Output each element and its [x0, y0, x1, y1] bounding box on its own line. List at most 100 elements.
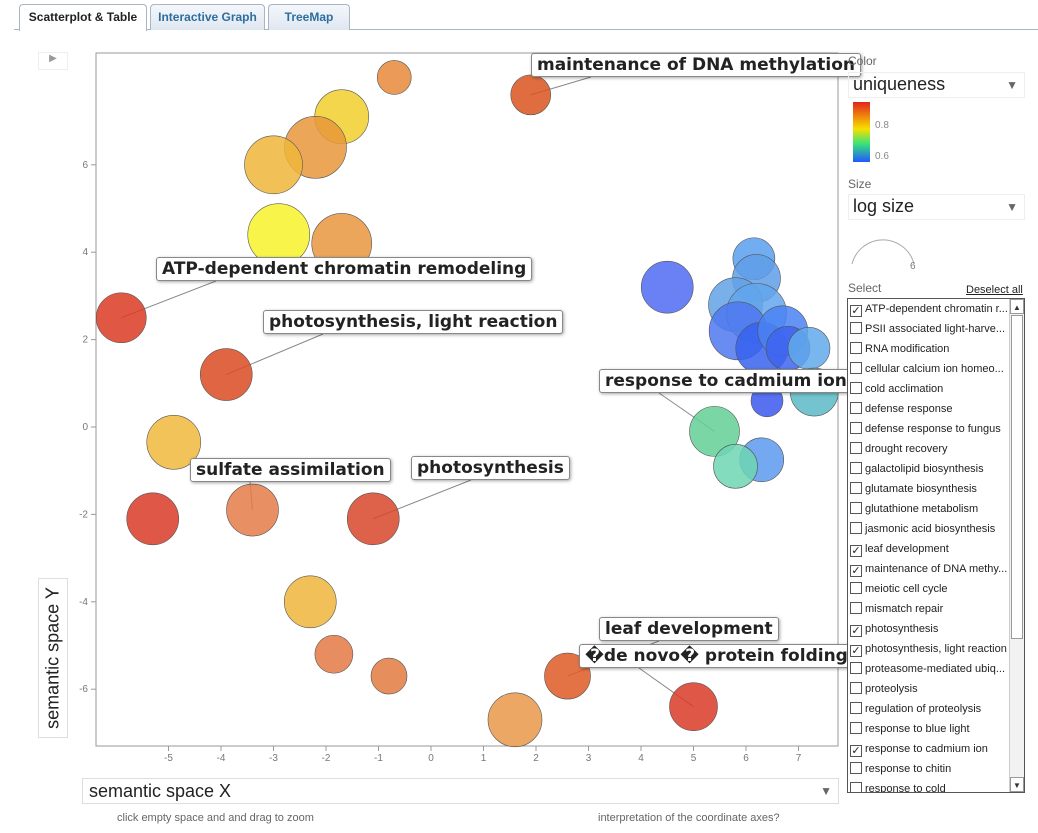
checkbox[interactable] [850, 682, 862, 694]
list-item[interactable]: response to chitin [850, 759, 1010, 779]
checkbox[interactable] [850, 722, 862, 734]
list-item[interactable]: glutathione metabolism [850, 499, 1010, 519]
checkbox[interactable] [850, 322, 862, 334]
annotation-label[interactable]: photosynthesis, light reaction [263, 310, 564, 334]
x-axis-select[interactable]: semantic space X ▼ [82, 778, 839, 804]
data-point[interactable] [283, 575, 337, 629]
data-point[interactable] [126, 492, 180, 546]
data-point[interactable] [669, 682, 718, 731]
data-point[interactable] [314, 634, 354, 674]
checkbox[interactable] [850, 762, 862, 774]
term-select-list[interactable]: ✓ ATP-dependent chromatin r... PSII associ… [847, 298, 1025, 793]
data-point[interactable] [244, 135, 303, 195]
checkbox[interactable] [850, 522, 862, 534]
data-point[interactable] [689, 406, 740, 457]
checkbox[interactable] [850, 702, 862, 714]
list-item-label: response to blue light [865, 723, 970, 735]
list-item[interactable]: cold acclimation [850, 379, 1010, 399]
size-legend-arc: 6 [851, 239, 916, 272]
list-item[interactable]: mismatch repair [850, 599, 1010, 619]
data-point[interactable] [510, 74, 552, 116]
list-item-label: maintenance of DNA methy... [865, 563, 1008, 575]
color-select[interactable]: uniqueness ▼ [848, 72, 1025, 98]
list-item[interactable]: ✓ photosynthesis [850, 619, 1010, 639]
tab-scatterplot-table[interactable]: Scatterplot & Table [19, 4, 147, 31]
list-item[interactable]: regulation of proteolysis [850, 699, 1010, 719]
checkbox[interactable] [850, 482, 862, 494]
axes-interpretation-link[interactable]: interpretation of the coordinate axes? [598, 812, 780, 824]
checkbox[interactable] [850, 662, 862, 674]
list-item-label: jasmonic acid biosynthesis [865, 523, 996, 535]
data-point[interactable] [370, 657, 408, 695]
list-scrollbar[interactable]: ▲ ▼ [1009, 299, 1024, 792]
checkbox[interactable]: ✓ [850, 545, 862, 557]
scroll-thumb[interactable] [1011, 315, 1023, 639]
list-item[interactable]: defense response to fungus [850, 419, 1010, 439]
data-point[interactable] [95, 292, 147, 344]
size-select[interactable]: log size ▼ [848, 194, 1025, 220]
list-item[interactable]: defense response [850, 399, 1010, 419]
annotation-label[interactable]: photosynthesis [411, 456, 570, 480]
list-item[interactable]: jasmonic acid biosynthesis [850, 519, 1010, 539]
list-item[interactable]: RNA modification [850, 339, 1010, 359]
data-point[interactable] [199, 348, 253, 401]
tab-interactive-graph[interactable]: Interactive Graph [150, 4, 265, 30]
list-item[interactable]: response to cold [850, 779, 1010, 792]
list-item[interactable]: PSII associated light-harve... [850, 319, 1010, 339]
list-item[interactable]: ✓ photosynthesis, light reaction [850, 639, 1010, 659]
list-item[interactable]: meiotic cell cycle [850, 579, 1010, 599]
checkbox[interactable] [850, 602, 862, 614]
deselect-all-link[interactable]: Deselect all [966, 284, 1023, 296]
data-point[interactable] [640, 260, 694, 314]
annotation-label[interactable]: �de novo� protein folding [579, 644, 854, 668]
list-item[interactable]: proteasome-mediated ubiq... [850, 659, 1010, 679]
annotation-label[interactable]: response to cadmium ion [599, 369, 853, 393]
list-item[interactable]: drought recovery [850, 439, 1010, 459]
expand-toggle-icon[interactable]: ▶ [38, 52, 68, 70]
list-item[interactable]: ✓ leaf development [850, 539, 1010, 559]
checkbox[interactable]: ✓ [850, 625, 862, 637]
list-item[interactable]: proteolysis [850, 679, 1010, 699]
list-item[interactable]: ✓ maintenance of DNA methy... [850, 559, 1010, 579]
checkbox[interactable]: ✓ [850, 645, 862, 657]
data-point[interactable] [226, 483, 279, 537]
checkbox[interactable]: ✓ [850, 745, 862, 757]
scroll-down-icon[interactable]: ▼ [1010, 777, 1024, 792]
data-point[interactable] [376, 60, 412, 95]
data-point[interactable] [487, 692, 543, 748]
list-item[interactable]: ✓ response to cadmium ion [850, 739, 1010, 759]
checkbox[interactable] [850, 502, 862, 514]
view-tabs: Scatterplot & Table Interactive Graph Tr… [14, 4, 1038, 31]
scatterplot-svg[interactable]: -5 -4 -3 -2 -1 0 1 2 3 4 5 6 7 6 4 2 0 -2 -4 -6 [0, 30, 845, 830]
checkbox[interactable] [850, 382, 862, 394]
checkbox[interactable] [850, 402, 862, 414]
annotation-label[interactable]: maintenance of DNA methylation [531, 53, 861, 77]
data-point[interactable] [713, 444, 758, 489]
list-item[interactable]: response to blue light [850, 719, 1010, 739]
checkbox[interactable] [850, 362, 862, 374]
data-point[interactable] [787, 327, 831, 370]
list-item[interactable]: glutamate biosynthesis [850, 479, 1010, 499]
checkbox[interactable]: ✓ [850, 565, 862, 577]
checkbox[interactable] [850, 782, 862, 792]
checkbox[interactable] [850, 582, 862, 594]
annotation-label[interactable]: leaf development [599, 617, 779, 641]
checkbox[interactable] [850, 342, 862, 354]
annotation-label[interactable]: ATP-dependent chromatin remodeling [156, 257, 533, 281]
list-item[interactable]: ✓ ATP-dependent chromatin r... [850, 299, 1010, 319]
checkbox[interactable]: ✓ [850, 305, 862, 317]
x-tick-label: 6 [743, 753, 749, 764]
data-point[interactable] [346, 492, 400, 546]
list-item[interactable]: cellular calcium ion homeo... [850, 359, 1010, 379]
scatterplot[interactable]: -5 -4 -3 -2 -1 0 1 2 3 4 5 6 7 6 4 2 0 -2 -4 -6 maintenance… [0, 30, 861, 830]
y-axis-select[interactable]: semantic space Y [38, 578, 68, 738]
plot-area[interactable] [95, 52, 839, 747]
scroll-up-icon[interactable]: ▲ [1010, 299, 1024, 314]
list-item[interactable]: galactolipid biosynthesis [850, 459, 1010, 479]
checkbox[interactable] [850, 462, 862, 474]
checkbox[interactable] [850, 442, 862, 454]
annotation-label[interactable]: sulfate assimilation [190, 458, 391, 482]
tab-treemap[interactable]: TreeMap [268, 4, 350, 30]
checkbox[interactable] [850, 422, 862, 434]
data-point[interactable] [146, 414, 202, 470]
